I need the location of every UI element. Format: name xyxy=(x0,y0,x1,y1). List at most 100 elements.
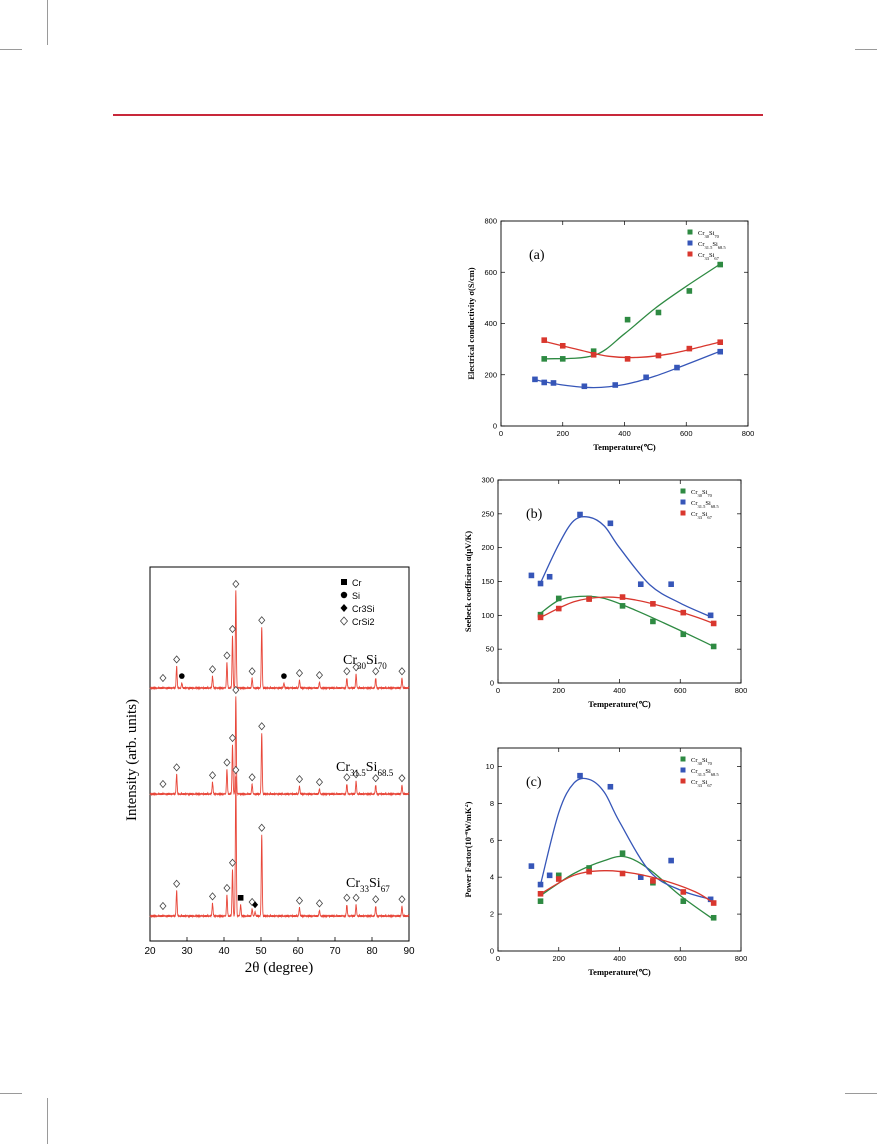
xrd-x-tick-label: 60 xyxy=(292,946,304,957)
xrd-legend-label: Cr3Si xyxy=(352,604,375,614)
y-tick-label: 0 xyxy=(490,947,494,956)
xrd-legend: Cr Si Cr3Si CrSi2 xyxy=(339,578,375,627)
fit-curve xyxy=(534,350,721,389)
xrd-peak-marker xyxy=(223,883,231,893)
xrd-peak-marker xyxy=(398,895,406,904)
y-tick-label: 150 xyxy=(481,577,494,586)
fit-curve xyxy=(540,855,715,921)
legend-marker xyxy=(687,240,693,246)
x-tick-label: 200 xyxy=(552,954,565,963)
data-point xyxy=(541,337,548,343)
legend-marker xyxy=(680,767,686,773)
xrd-peak-marker xyxy=(228,624,237,634)
x-tick-label: 0 xyxy=(499,429,503,438)
crop-mark xyxy=(845,1093,877,1094)
y-tick-label: 2 xyxy=(490,910,494,919)
xrd-peak-marker xyxy=(232,685,240,695)
xrd-series-label: Cr30Si70 xyxy=(343,653,387,671)
data-point xyxy=(707,896,714,903)
data-point xyxy=(674,364,680,371)
y-tick-label: 250 xyxy=(481,509,494,518)
data-point xyxy=(619,603,626,609)
panel-label: (a) xyxy=(529,248,545,263)
xrd-peak-marker xyxy=(281,673,287,679)
data-point xyxy=(577,772,583,779)
xrd-x-tick-label: 70 xyxy=(329,946,341,957)
data-point xyxy=(650,601,656,607)
xrd-peak-marker xyxy=(228,858,237,867)
data-point xyxy=(528,863,535,869)
xrd-peak-marker xyxy=(315,777,323,787)
xrd-peak-marker xyxy=(173,879,181,888)
conductivity-chart: 0 200 400 600 800 0 200 400 600 800 Cr30Si70 Cr31.5… xyxy=(468,217,754,453)
data-point xyxy=(619,594,626,600)
xrd-peak-marker xyxy=(295,896,304,905)
data-point xyxy=(528,572,535,579)
legend-label: Cr31.5Si68.5 xyxy=(691,500,719,509)
legend-marker xyxy=(687,251,693,257)
x-tick-label: 600 xyxy=(674,686,687,695)
y-tick-label: 0 xyxy=(490,679,494,688)
x-tick-label: 800 xyxy=(735,954,748,963)
data-point xyxy=(559,342,566,349)
crop-mark xyxy=(0,1093,22,1094)
data-point xyxy=(555,605,562,612)
xrd-peak-marker xyxy=(352,770,360,779)
xrd-peak-marker xyxy=(343,893,351,902)
xrd-legend-label: CrSi2 xyxy=(352,617,375,627)
y-tick-label: 4 xyxy=(490,873,494,882)
xrd-peak-marker xyxy=(352,663,360,672)
x-tick-label: 400 xyxy=(613,686,626,695)
x-axis-label: Temperature(℃) xyxy=(588,699,651,709)
panel-label: (b) xyxy=(526,507,543,522)
xrd-peak-marker xyxy=(248,667,256,676)
x-tick-label: 800 xyxy=(735,686,748,695)
xrd-peak-marker xyxy=(352,893,360,902)
data-point xyxy=(680,898,687,904)
xrd-peak-marker xyxy=(179,673,185,679)
xrd-peak-marker xyxy=(209,892,217,901)
xrd-peak-marker xyxy=(223,758,231,767)
data-point xyxy=(586,868,592,875)
xrd-x-tick-label: 80 xyxy=(366,946,378,957)
data-point xyxy=(550,380,557,386)
xrd-chart: 20 30 40 50 60 70 80 90 Cr Si Cr3Si CrSi2 Cr30Si70… xyxy=(124,566,415,976)
legend-label: Cr31.5Si68.5 xyxy=(691,768,719,777)
y-tick-label: 200 xyxy=(481,543,494,552)
data-point xyxy=(537,881,544,888)
data-point xyxy=(637,581,644,588)
x-tick-label: 400 xyxy=(613,954,626,963)
data-point xyxy=(586,596,592,602)
data-point xyxy=(555,595,562,602)
xrd-peak-marker xyxy=(209,771,217,780)
xrd-peak-marker xyxy=(343,667,351,676)
data-point xyxy=(643,374,649,381)
data-point xyxy=(537,898,544,904)
legend-label: Cr31.5Si68.5 xyxy=(698,241,726,250)
xrd-frame xyxy=(149,566,410,942)
legend-open-diamond-icon xyxy=(339,616,349,626)
data-point xyxy=(541,356,548,362)
xrd-series-labels: Cr30Si70 Cr31.5Si68.5 Cr33Si67 xyxy=(336,653,394,894)
xrd-peak-marker xyxy=(258,722,266,731)
data-point xyxy=(717,261,724,268)
y-axis-label: Electrical conductivity σ(S/cm) xyxy=(468,267,476,379)
panel-label: (c) xyxy=(526,775,542,790)
data-point xyxy=(680,609,687,616)
xrd-series-label: Cr31.5Si68.5 xyxy=(336,760,394,778)
legend-marker xyxy=(680,778,686,784)
x-axis-label: Temperature(℃) xyxy=(588,967,651,977)
xrd-peak-marker xyxy=(252,901,259,909)
xrd-peak-marker xyxy=(232,579,240,589)
xrd-markers xyxy=(159,579,406,911)
x-tick-label: 0 xyxy=(496,686,500,695)
legend-label: Cr30Si70 xyxy=(691,757,713,766)
xrd-peak-marker xyxy=(159,901,167,911)
crop-mark xyxy=(855,49,877,50)
fit-curve xyxy=(540,596,714,625)
data-point xyxy=(650,878,656,884)
y-tick-label: 6 xyxy=(490,836,494,845)
xrd-traces xyxy=(149,590,410,919)
xrd-legend-label: Cr xyxy=(352,578,362,588)
xrd-peak-marker xyxy=(372,774,380,783)
